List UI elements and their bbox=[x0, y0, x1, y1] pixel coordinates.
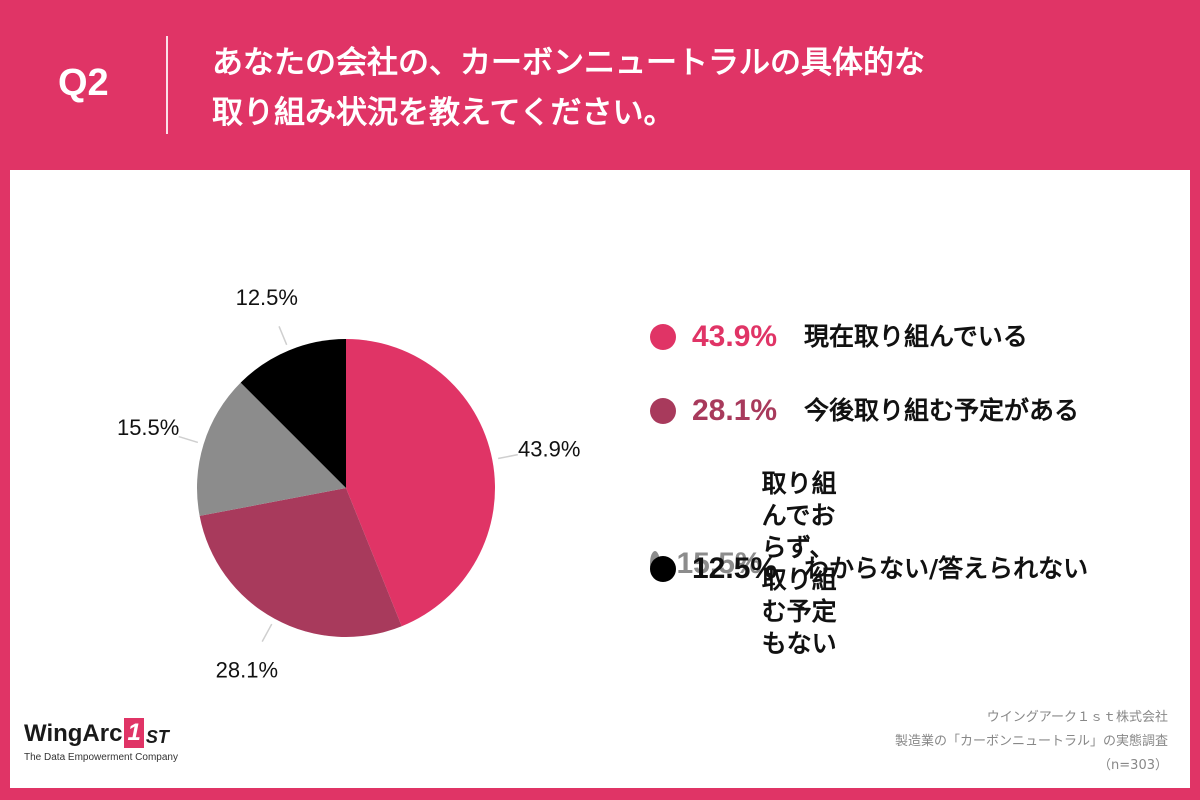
legend-percent-planned: 28.1% bbox=[692, 394, 778, 427]
legend-label-unknown: わからない/答えられない bbox=[804, 554, 1089, 583]
source-note: ウイングアーク１ｓｔ株式会社 製造業の「カーボンニュートラル」の実態調査 （n=… bbox=[895, 706, 1168, 778]
legend-dot-current bbox=[650, 324, 676, 350]
legend-dot-planned bbox=[650, 398, 676, 424]
legend-item-not-planned: 15.5% 取り組んでおらず、 取り組む予定もない bbox=[650, 468, 852, 660]
pie-leader-current bbox=[498, 453, 518, 460]
pie-leader-unknown bbox=[278, 326, 288, 346]
pie-slice-unknown bbox=[240, 339, 346, 488]
pie-chart: 43.9% 28.1% 15.5% 12.5% bbox=[117, 285, 580, 683]
logo-wordmark: WingArc 1 ST bbox=[24, 718, 178, 748]
legend-item-current: 43.9% 現在取り組んでいる bbox=[650, 320, 1028, 354]
header-divider bbox=[166, 36, 168, 134]
pie-slice-current bbox=[346, 339, 496, 627]
chart-panel: 43.9% 28.1% 15.5% 12.5% 43.9% 現在取り組んでいる 28.… bbox=[10, 170, 1190, 788]
question-title: あなたの会社の、カーボンニュートラルの具体的な 取り組み状況を教えてください。 bbox=[212, 38, 925, 138]
legend-percent-unknown: 12.5% bbox=[692, 552, 778, 585]
question-title-line-1: あなたの会社の、カーボンニュートラルの具体的な bbox=[212, 45, 925, 81]
pie-label-planned: 28.1% bbox=[216, 658, 278, 683]
legend-percent-current: 43.9% bbox=[692, 320, 778, 353]
question-number: Q2 bbox=[58, 62, 109, 104]
pie-label-unknown: 12.5% bbox=[236, 285, 298, 310]
source-survey: 製造業の「カーボンニュートラル」の実態調査 bbox=[894, 734, 1168, 749]
legend-item-planned: 28.1% 今後取り組む予定がある bbox=[650, 394, 1079, 428]
legend-percent-not-planned: 15.5% bbox=[676, 547, 762, 580]
pie-label-not-planned: 15.5% bbox=[117, 415, 179, 440]
pie-leader-planned bbox=[261, 623, 273, 642]
pie-label-current: 43.9% bbox=[518, 437, 580, 462]
pie-leader-not-planned bbox=[178, 435, 199, 444]
pie-slice-not-planned bbox=[197, 382, 346, 516]
legend-label-current: 現在取り組んでいる bbox=[804, 322, 1028, 351]
legend-label-not-planned: 取り組んでおらず、 取り組む予定もない bbox=[761, 469, 837, 658]
legend-dot-unknown bbox=[650, 556, 676, 582]
logo-tagline: The Data Empowerment Company bbox=[24, 752, 178, 763]
legend-label-planned: 今後取り組む予定がある bbox=[804, 396, 1080, 425]
logo-one-mark: 1 bbox=[124, 718, 144, 748]
header: Q2 あなたの会社の、カーボンニュートラルの具体的な 取り組み状況を教えてくださ… bbox=[0, 0, 1200, 170]
legend-item-unknown: 12.5% わからない/答えられない bbox=[650, 552, 1088, 586]
source-company: ウイングアーク１ｓｔ株式会社 bbox=[986, 710, 1168, 725]
logo-brand: WingArc bbox=[24, 720, 123, 747]
question-title-line-2: 取り組み状況を教えてください。 bbox=[212, 95, 675, 131]
source-sample-size: （n=303） bbox=[1098, 758, 1168, 773]
pie-slice-planned bbox=[199, 488, 402, 637]
logo-st: ST bbox=[145, 727, 169, 747]
company-logo: WingArc 1 ST The Data Empowerment Company bbox=[24, 718, 178, 763]
